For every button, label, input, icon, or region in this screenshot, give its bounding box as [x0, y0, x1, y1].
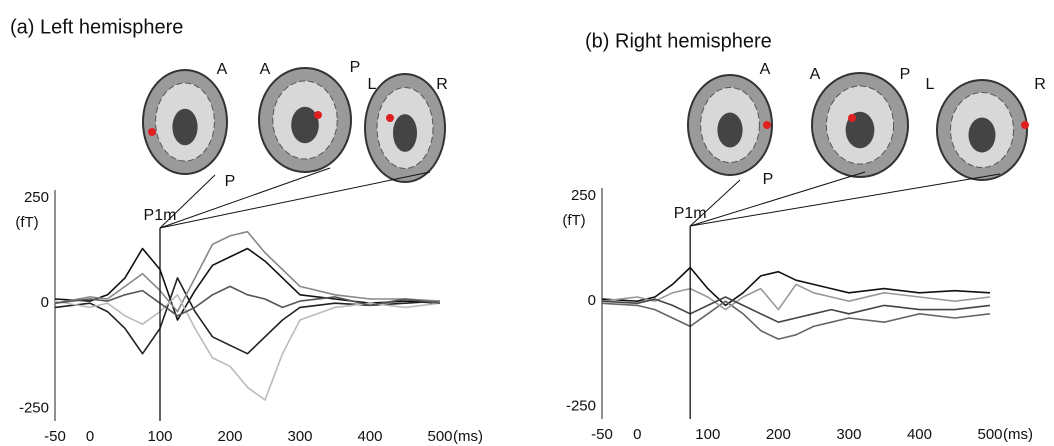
waveform: [601, 283, 991, 311]
orientation-label: A: [260, 61, 271, 78]
panel-title: (b) Right hemisphere: [585, 30, 772, 52]
latency-label: P1m: [144, 207, 177, 224]
connector: [690, 171, 866, 227]
source-dot: [763, 121, 771, 129]
x-tick-label: 500: [977, 426, 1002, 443]
waveform: [601, 296, 991, 323]
connector: [159, 167, 331, 229]
x-tick-label: 0: [633, 426, 641, 443]
brain-detail: [968, 117, 996, 153]
connector: [689, 179, 741, 227]
waveform: [54, 247, 441, 321]
x-tick-label: 100: [695, 426, 720, 443]
x-tick-label: 200: [766, 426, 791, 443]
x-tick-label: 0: [86, 428, 94, 445]
brain-detail: [172, 108, 198, 146]
source-dot: [1021, 121, 1029, 129]
x-tick-label: 400: [357, 428, 382, 445]
y-tick-label: 250: [24, 189, 49, 206]
orientation-label: P: [763, 171, 774, 188]
y-axis-unit: (fT): [15, 214, 38, 231]
panel-title: (a) Left hemisphere: [10, 16, 183, 38]
connector: [159, 174, 216, 229]
orientation-label: A: [810, 66, 821, 83]
y-tick-label: 250: [571, 187, 596, 204]
connector: [159, 171, 431, 229]
x-tick-label: -50: [44, 428, 66, 445]
waveform: [54, 294, 441, 401]
orientation-label: R: [436, 76, 448, 93]
waveform: [54, 277, 441, 355]
y-tick-label: -250: [19, 399, 49, 416]
source-dot: [148, 128, 156, 136]
y-tick-label: 0: [41, 294, 49, 311]
orientation-label: P: [350, 59, 361, 76]
y-axis-unit: (fT): [562, 212, 585, 229]
y-tick-label: -250: [566, 397, 596, 414]
connector: [690, 173, 1001, 227]
x-tick-label: 500: [427, 428, 452, 445]
brain-detail: [393, 114, 417, 152]
orientation-label: A: [217, 61, 228, 78]
x-tick-label: 300: [836, 426, 861, 443]
orientation-label: P: [900, 66, 911, 83]
brain-detail: [291, 106, 319, 144]
x-tick-label: 200: [217, 428, 242, 445]
waveform: [601, 300, 991, 340]
source-dot: [386, 114, 394, 122]
waveform: [54, 230, 441, 313]
waveform: [54, 285, 441, 317]
x-tick-label: 400: [907, 426, 932, 443]
orientation-label: L: [926, 76, 935, 93]
source-dot: [848, 114, 856, 122]
y-tick-label: 0: [588, 292, 596, 309]
latency-label: P1m: [674, 205, 707, 222]
orientation-label: A: [760, 61, 771, 78]
brain-detail: [717, 112, 743, 148]
x-axis-unit: (ms): [1003, 426, 1033, 443]
source-dot: [314, 111, 322, 119]
orientation-label: P: [225, 173, 236, 190]
x-tick-label: 100: [147, 428, 172, 445]
x-tick-label: -50: [591, 426, 613, 443]
orientation-label: R: [1034, 76, 1046, 93]
orientation-label: L: [368, 76, 377, 93]
waveform: [601, 266, 991, 307]
x-axis-unit: (ms): [453, 428, 483, 445]
x-tick-label: 300: [287, 428, 312, 445]
